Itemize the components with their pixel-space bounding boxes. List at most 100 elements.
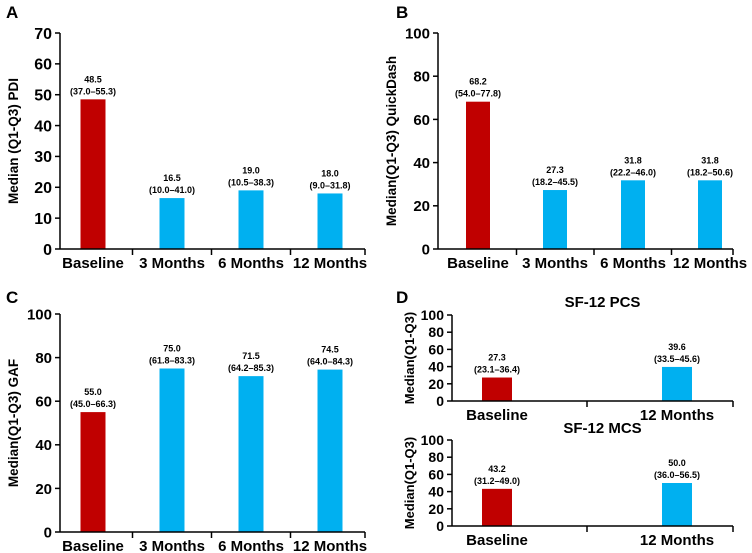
data-label-range: (45.0–66.3) <box>70 399 116 409</box>
chart-panel-d-mcs: SF-12 MCS 43.2 (31.2–49.0) 50.0 (36.0–56.5) 0… <box>402 420 734 549</box>
x-tick-label: 12 Months <box>640 407 714 424</box>
y-tick-label: 60 <box>413 112 430 129</box>
chart-title: SF-12 MCS <box>563 420 641 437</box>
y-tick-label: 20 <box>428 501 444 517</box>
y-tick-label: 100 <box>27 306 52 323</box>
y-tick-label: 0 <box>422 241 430 258</box>
data-label-range: (64.0–84.3) <box>307 357 353 367</box>
y-tick-label: 80 <box>428 324 444 340</box>
y-axis-label: Median(Q1-Q3) <box>402 312 417 404</box>
data-label-value: 43.2 <box>488 464 506 474</box>
x-tick-label: Baseline <box>466 532 528 549</box>
data-label-range: (9.0–31.8) <box>309 180 350 190</box>
data-label-range: (36.0–56.5) <box>654 470 700 480</box>
data-label-3: 31.8 (18.2–50.6) <box>687 155 733 177</box>
y-tick-label: 80 <box>428 449 444 465</box>
x-tick-label: 12 Months <box>673 255 747 272</box>
x-tick-label: 3 Months <box>522 255 588 272</box>
y-axis-label: Median(Q1-Q3) QuickDash <box>384 56 399 226</box>
data-label-value: 19.0 <box>242 165 260 175</box>
data-label-3: 18.0 (9.0–31.8) <box>309 168 350 190</box>
data-label-value: 39.6 <box>668 342 686 352</box>
chart-title: SF-12 PCS <box>565 294 641 311</box>
bar-3 <box>698 180 722 249</box>
data-label-range: (10.5–38.3) <box>228 177 274 187</box>
data-label-range: (33.5–45.6) <box>654 354 700 364</box>
data-label-value: 55.0 <box>84 387 102 397</box>
bar-1 <box>159 368 185 532</box>
panel-letter: D <box>396 288 408 307</box>
y-tick-label: 0 <box>44 524 52 541</box>
x-tick-label: Baseline <box>466 407 528 424</box>
y-tick-label: 60 <box>428 466 444 482</box>
data-label-1: 16.5 (10.0–41.0) <box>149 173 195 195</box>
data-label-value: 18.0 <box>321 168 339 178</box>
panel-letter: C <box>6 288 18 307</box>
panel-letter: B <box>396 3 408 22</box>
chart-panel-c: C 55.0 (45.0–66.3) 75.0 (61.8–83.3) 71.5 (64.2… <box>6 288 367 553</box>
data-label-2: 31.8 (22.2–46.0) <box>610 155 656 177</box>
y-tick-label: 0 <box>436 393 444 409</box>
data-label-1: 75.0 (61.8–83.3) <box>149 344 195 366</box>
y-tick-label: 20 <box>34 180 52 197</box>
y-axis-label: Median(Q1-Q3) <box>402 437 417 529</box>
data-label-value: 74.5 <box>321 345 339 355</box>
y-tick-label: 0 <box>43 242 52 259</box>
data-label-1: 27.3 (18.2–45.5) <box>532 165 578 187</box>
data-label-range: (18.2–50.6) <box>687 167 733 177</box>
bar-0 <box>466 101 490 249</box>
data-label-1: 50.0 (36.0–56.5) <box>654 458 700 480</box>
data-label-range: (10.0–41.0) <box>149 185 195 195</box>
bar-2 <box>238 190 264 249</box>
data-label-range: (64.2–85.3) <box>228 363 274 373</box>
x-tick-label: 12 Months <box>293 255 367 272</box>
data-label-value: 71.5 <box>242 351 260 361</box>
x-tick-label: Baseline <box>62 538 124 553</box>
bar-3 <box>317 369 343 532</box>
y-tick-label: 60 <box>35 394 52 411</box>
data-label-range: (23.1–36.4) <box>474 365 520 375</box>
y-tick-label: 30 <box>34 149 52 166</box>
y-tick-label: 10 <box>34 211 52 228</box>
y-tick-label: 20 <box>428 376 444 392</box>
data-label-0: 68.2 (54.0–77.8) <box>455 77 501 99</box>
chart-panel-b: B 68.2 (54.0–77.8) 27.3 (18.2–45.5) 31.8 (22.2… <box>384 3 747 272</box>
data-label-value: 16.5 <box>163 173 181 183</box>
bar-2 <box>238 376 264 532</box>
y-tick-label: 40 <box>34 118 52 135</box>
bar-0 <box>80 99 106 249</box>
bar-1 <box>159 198 185 249</box>
y-tick-label: 20 <box>413 198 430 215</box>
x-tick-label: Baseline <box>447 255 509 272</box>
x-tick-label: 3 Months <box>139 255 205 272</box>
data-label-range: (37.0–55.3) <box>70 86 116 96</box>
data-label-range: (18.2–45.5) <box>532 177 578 187</box>
x-tick-label: 12 Months <box>640 532 714 549</box>
y-tick-label: 40 <box>35 437 52 454</box>
bar-1 <box>543 190 567 249</box>
y-tick-label: 0 <box>436 518 444 534</box>
data-label-0: 43.2 (31.2–49.0) <box>474 464 520 486</box>
y-tick-label: 80 <box>35 350 52 367</box>
y-axis-label: Median (Q1-Q3) PDI <box>6 78 21 204</box>
data-label-0: 48.5 (37.0–55.3) <box>70 74 116 96</box>
data-label-value: 31.8 <box>701 155 719 165</box>
y-tick-label: 60 <box>34 57 52 74</box>
x-tick-label: 6 Months <box>600 255 666 272</box>
data-label-1: 39.6 (33.5–45.6) <box>654 342 700 364</box>
y-tick-label: 100 <box>405 25 430 42</box>
data-label-value: 68.2 <box>469 77 487 87</box>
data-label-0: 55.0 (45.0–66.3) <box>70 387 116 409</box>
bar-3 <box>317 193 343 249</box>
y-tick-label: 70 <box>34 26 52 43</box>
panel-letter: A <box>6 3 18 22</box>
data-label-value: 50.0 <box>668 458 686 468</box>
data-label-value: 27.3 <box>488 353 506 363</box>
data-label-range: (61.8–83.3) <box>149 356 195 366</box>
bar-1 <box>662 366 692 401</box>
x-tick-label: 12 Months <box>293 538 367 553</box>
data-label-value: 31.8 <box>624 155 642 165</box>
y-tick-label: 20 <box>35 481 52 498</box>
y-tick-label: 50 <box>34 87 52 104</box>
bar-1 <box>662 483 692 526</box>
